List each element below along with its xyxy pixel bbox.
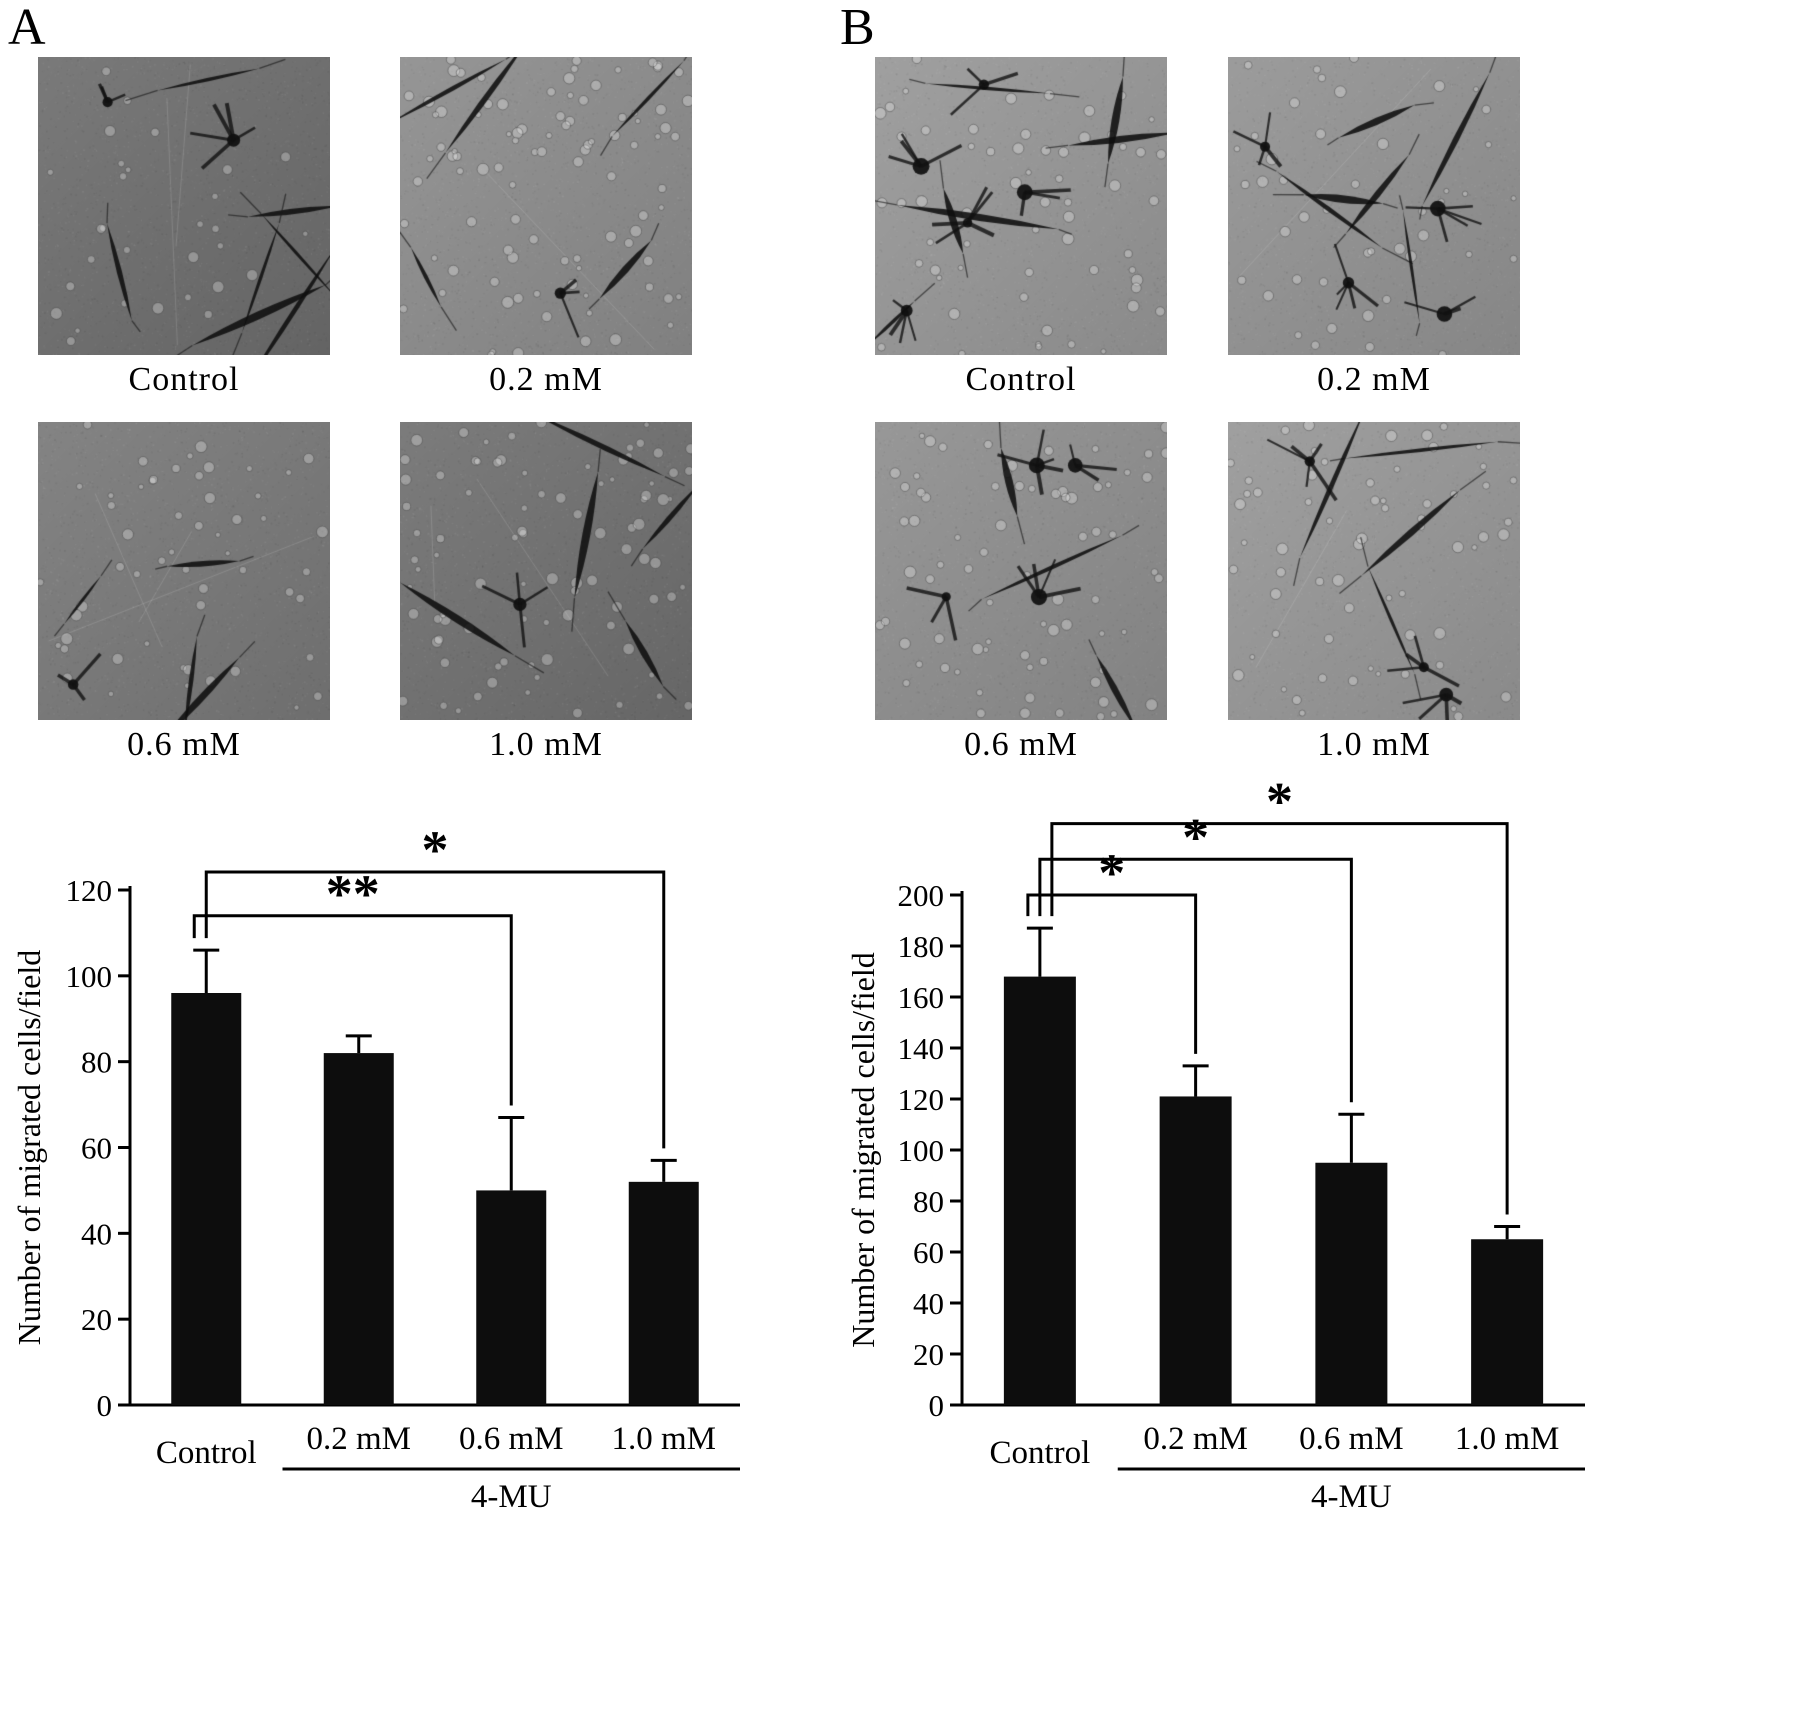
sig-label: *	[422, 820, 449, 880]
micrograph-a-control-image	[38, 57, 330, 355]
micrograph-a-06mm-image	[38, 422, 330, 720]
micrograph-b-control: Control	[875, 57, 1167, 399]
sig-bracket	[1038, 857, 1353, 1103]
category-label: Control	[156, 1435, 257, 1471]
y-tick-label: 100	[66, 959, 113, 994]
micrograph-b-02mm-label: 0.2 mM	[1317, 361, 1431, 398]
y-tick-label: 60	[81, 1131, 112, 1166]
category-label: 1.0 mM	[1455, 1421, 1560, 1457]
y-tick-label: 140	[898, 1031, 945, 1066]
y-tick-label: 40	[913, 1286, 944, 1321]
sig-bracket	[192, 914, 513, 1106]
micrograph-a-control-label: Control	[128, 361, 240, 398]
y-tick-label: 160	[898, 980, 945, 1015]
sig-label: *	[1182, 807, 1209, 867]
y-tick-label: 0	[929, 1388, 945, 1423]
y-tick-label: 180	[898, 929, 945, 964]
micrograph-b-06mm-image	[875, 422, 1167, 720]
micrograph-a-06mm-label: 0.6 mM	[127, 726, 241, 763]
micrograph-a-02mm-label: 0.2 mM	[489, 361, 603, 398]
y-tick-label: 200	[898, 878, 945, 913]
y-tick-label: 40	[81, 1216, 112, 1251]
micrograph-b-02mm: 0.2 mM	[1228, 57, 1520, 399]
sig-label: *	[1266, 772, 1293, 832]
micrograph-b-06mm: 0.6 mM	[875, 422, 1167, 764]
micrograph-a-10mm-label: 1.0 mM	[489, 726, 603, 763]
group-axis-label: 4-MU	[1311, 1479, 1392, 1515]
bar	[476, 1190, 547, 1405]
micrograph-b-02mm-image	[1228, 57, 1520, 355]
micrograph-b-10mm-label: 1.0 mM	[1317, 726, 1431, 763]
micrograph-b-control-image	[875, 57, 1167, 355]
y-tick-label: 20	[913, 1337, 944, 1372]
bar-chart-panel-a: 0 20 40 60 80 100 120 Control 0.2 mM 0.6 mM 1.0 mM…	[11, 820, 740, 1515]
category-label: 0.2 mM	[306, 1421, 411, 1457]
panel-b-letter: B	[840, 0, 875, 56]
micrograph-b-10mm: 1.0 mM	[1228, 422, 1520, 764]
y-tick-label: 120	[898, 1082, 945, 1117]
y-tick-label: 0	[97, 1388, 113, 1423]
bar	[323, 1053, 394, 1405]
category-label: 1.0 mM	[611, 1421, 716, 1457]
category-label: Control	[989, 1435, 1090, 1471]
y-axis-label: Number of migrated cells/field	[845, 952, 881, 1347]
micrograph-b-06mm-label: 0.6 mM	[964, 726, 1078, 763]
panel-a-letter: A	[8, 0, 46, 56]
group-axis-label: 4-MU	[471, 1479, 552, 1515]
sig-bracket	[1050, 822, 1509, 1215]
y-tick-label: 60	[913, 1235, 944, 1270]
y-axis-label: Number of migrated cells/field	[11, 950, 47, 1345]
y-tick-label: 100	[898, 1133, 945, 1168]
category-label: 0.6 mM	[1299, 1421, 1404, 1457]
category-label: 0.2 mM	[1143, 1421, 1248, 1457]
micrograph-a-control: Control	[38, 57, 330, 399]
bar	[1471, 1239, 1544, 1405]
micrograph-b-control-label: Control	[965, 361, 1077, 398]
sig-label: *	[1098, 843, 1125, 903]
bar	[1315, 1162, 1388, 1405]
category-label: 0.6 mM	[459, 1421, 564, 1457]
bar-chart-panel-b: 0 20 40 60 80 100 120 140 160 180 200 Control 0.2 mM…	[845, 772, 1585, 1515]
bar	[628, 1181, 699, 1405]
bar	[1159, 1096, 1232, 1405]
y-tick-label: 20	[81, 1302, 112, 1337]
micrograph-b-10mm-image	[1228, 422, 1520, 720]
micrograph-a-10mm-image	[400, 422, 692, 720]
y-tick-label: 120	[66, 873, 113, 908]
sig-bracket	[204, 870, 666, 1149]
sig-bracket	[1026, 893, 1198, 1054]
micrograph-a-06mm: 0.6 mM	[38, 422, 330, 764]
y-tick-label: 80	[81, 1045, 112, 1080]
bar	[171, 993, 242, 1405]
sig-label: **	[326, 864, 380, 924]
y-tick-label: 80	[913, 1184, 944, 1219]
micrograph-a-02mm-image	[400, 57, 692, 355]
micrograph-a-10mm: 1.0 mM	[400, 422, 692, 764]
bar	[1003, 976, 1076, 1405]
micrograph-a-02mm: 0.2 mM	[400, 57, 692, 399]
